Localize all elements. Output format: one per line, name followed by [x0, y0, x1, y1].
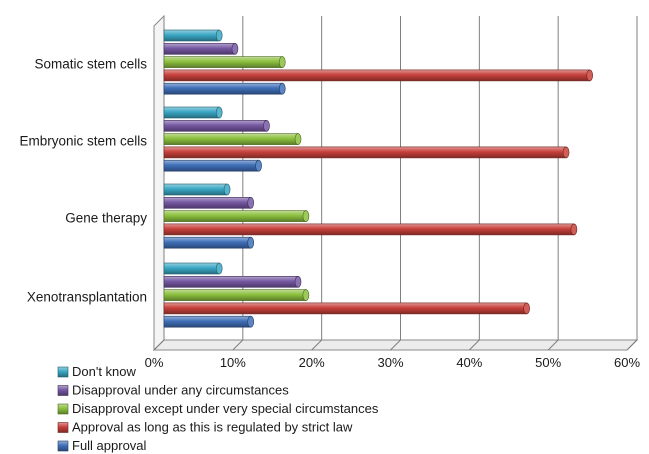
category-label: Embryonic stem cells [19, 133, 147, 148]
bar [163, 159, 262, 172]
gridline-floor [468, 339, 480, 351]
category-label: Gene therapy [65, 210, 147, 225]
legend-label: Full approval [72, 438, 147, 453]
legend-swatch [57, 403, 69, 415]
bar [163, 146, 570, 159]
bar [163, 236, 255, 249]
bar [163, 262, 223, 275]
gridline-floor [547, 339, 559, 351]
legend-label: Approval as long as this is regulated by… [72, 420, 353, 435]
bar [163, 133, 302, 145]
x-tick-label: 50% [535, 355, 561, 370]
legend-swatch [57, 366, 69, 378]
back-wall [153, 14, 165, 352]
legend-item: Full approval [57, 438, 147, 453]
legend-swatch [57, 385, 69, 396]
gridline-floor [311, 339, 323, 351]
bar [163, 275, 302, 288]
bar [163, 120, 270, 132]
bars [163, 29, 594, 328]
category-label: Somatic stem cells [34, 56, 147, 71]
bar [163, 29, 223, 42]
bar [163, 289, 310, 301]
legend-item: Don't know [57, 364, 137, 379]
axis-labels: 0% 10% 20% 30% 40% 50% 60% Somatic stem cells Em… [19, 56, 640, 370]
x-tick-label: 0% [145, 355, 164, 370]
legend-label: Don't know [72, 364, 137, 379]
legend-label: Disapproval except under very special ci… [72, 401, 379, 416]
bar [163, 197, 255, 209]
gridline-floor [153, 339, 165, 351]
legend-item: Approval as long as this is regulated by… [57, 420, 353, 435]
bar [163, 210, 310, 222]
gridline-floor [626, 339, 638, 351]
legend-swatch [57, 422, 69, 433]
bar [163, 223, 578, 236]
legend-label: Disapproval under any circumstances [72, 383, 289, 398]
x-tick-label: 60% [614, 355, 640, 370]
category-label: Xenotransplantation [27, 289, 147, 304]
legend-item: Disapproval except under very special ci… [57, 401, 379, 416]
bar [163, 69, 594, 82]
bar [163, 56, 286, 68]
bar [163, 106, 223, 119]
legend-swatch [57, 440, 69, 452]
x-tick-label: 30% [377, 355, 403, 370]
bar [163, 42, 239, 55]
bar [163, 302, 530, 315]
legend-item: Disapproval under any circumstances [57, 383, 289, 398]
bar [163, 82, 286, 95]
gridline-floor [390, 339, 401, 351]
x-tick-label: 20% [299, 355, 325, 370]
bar [163, 315, 255, 328]
legend: Don't know Disapproval under any circumst… [57, 364, 379, 453]
x-tick-label: 10% [220, 355, 246, 370]
gridline-floor [232, 339, 244, 351]
x-tick-label: 40% [456, 355, 482, 370]
bar [163, 183, 231, 196]
